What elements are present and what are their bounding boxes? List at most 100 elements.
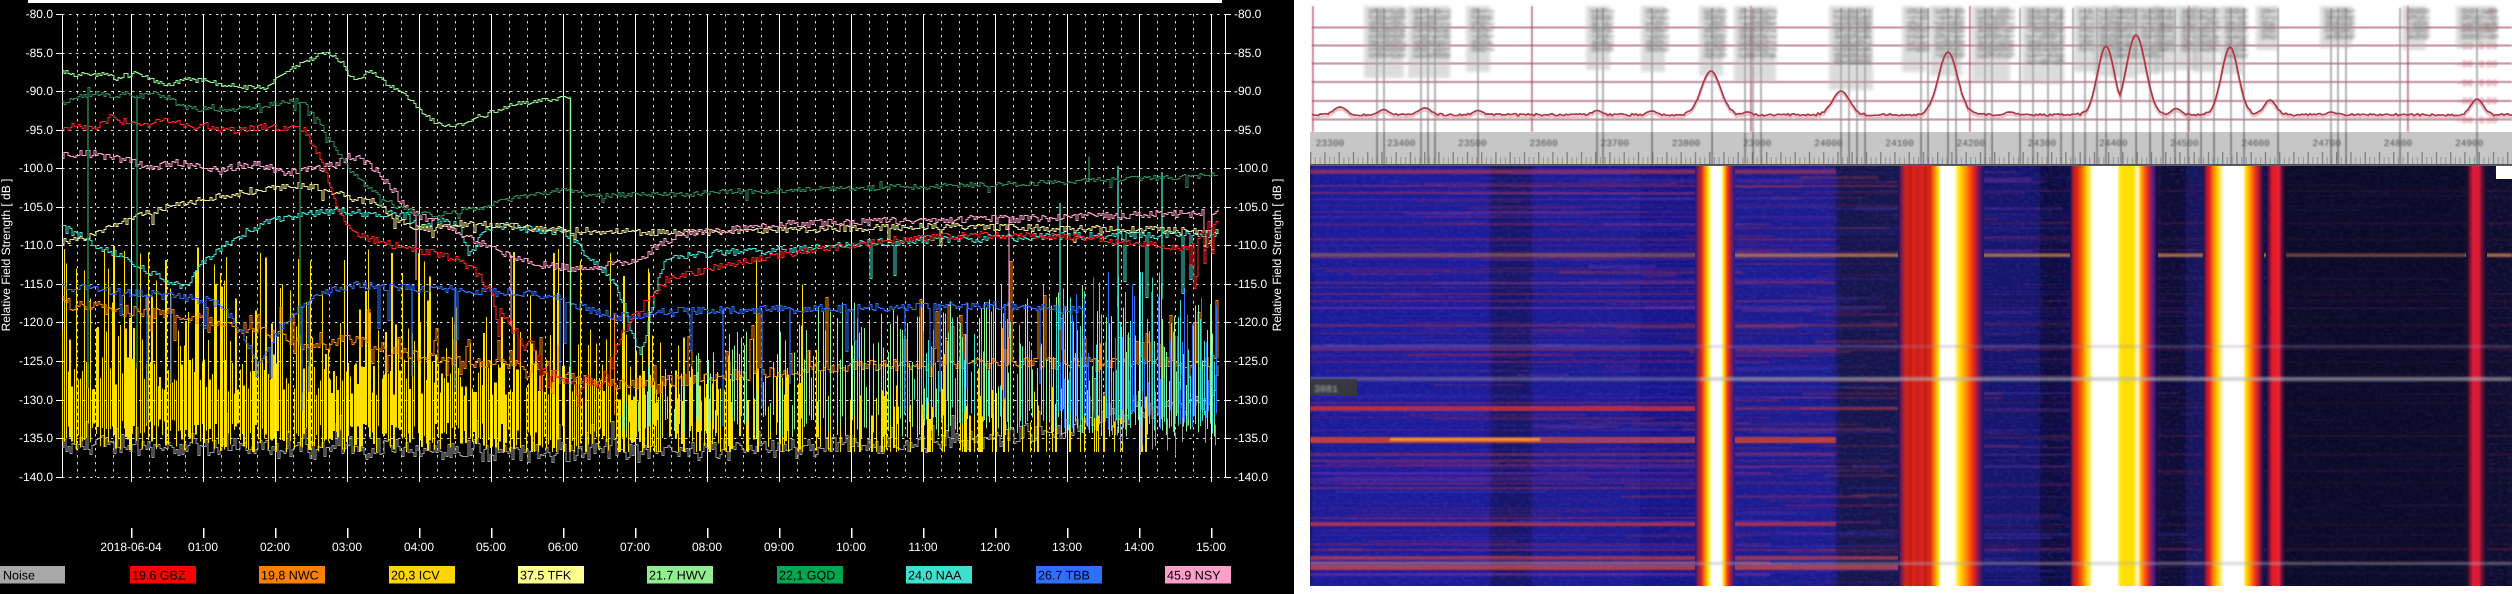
- svg-text:-120.0: -120.0: [1234, 315, 1268, 329]
- svg-text:23600: 23600: [1529, 138, 1558, 149]
- svg-text:-110.0: -110.0: [20, 238, 53, 252]
- svg-text:78657975: 78657975: [1424, 8, 1436, 58]
- svg-text:09310: 09310: [2458, 8, 2470, 40]
- svg-text:92086: 92086: [2411, 8, 2423, 40]
- svg-text:4268465: 4268465: [1650, 8, 1662, 52]
- svg-text:52056: 52056: [2258, 8, 2270, 40]
- svg-text:03:00: 03:00: [332, 540, 362, 554]
- svg-text:08246281: 08246281: [1395, 8, 1407, 58]
- svg-text:82001826: 82001826: [1954, 8, 1966, 58]
- svg-text:92815901: 92815901: [1750, 8, 1762, 58]
- svg-text:30792440: 30792440: [1701, 8, 1713, 58]
- svg-text:82889: 82889: [2418, 8, 2430, 40]
- svg-text:-125.0: -125.0: [1234, 354, 1268, 368]
- svg-text:-115.0: -115.0: [1234, 277, 1267, 291]
- svg-text:4504000: 4504000: [2178, 8, 2190, 52]
- svg-text:01684934: 01684934: [2222, 8, 2234, 58]
- svg-text:04:00: 04:00: [404, 540, 434, 554]
- svg-text:19829: 19829: [2344, 8, 2356, 40]
- svg-text:61760313: 61760313: [1736, 8, 1748, 58]
- svg-text:3881: 3881: [1314, 385, 1338, 396]
- svg-text:-115.0: -115.0: [20, 277, 53, 291]
- svg-text:Relative Field Strength [ dB ]: Relative Field Strength [ dB ]: [1270, 179, 1284, 332]
- svg-text:24,0 NAA: 24,0 NAA: [908, 569, 962, 583]
- svg-text:-85.0: -85.0: [26, 46, 54, 60]
- svg-text:-140.0: -140.0: [19, 470, 53, 484]
- svg-text:-80.0: -80.0: [26, 7, 54, 21]
- svg-text:95486205: 95486205: [1981, 8, 1993, 58]
- svg-text:-120.0: -120.0: [19, 315, 53, 329]
- svg-text:22791805: 22791805: [2003, 8, 2015, 58]
- svg-text:18818: 18818: [2487, 8, 2499, 40]
- svg-text:3735379: 3735379: [1911, 8, 1923, 52]
- svg-text:485253888: 485253888: [1845, 8, 1857, 65]
- svg-text:75749118: 75749118: [1439, 8, 1451, 58]
- svg-text:1240234: 1240234: [2156, 8, 2168, 52]
- svg-text:08:00: 08:00: [692, 540, 722, 554]
- svg-text:13:00: 13:00: [1052, 540, 1082, 554]
- svg-text:14:00: 14:00: [1124, 540, 1154, 554]
- svg-text:2018-06-04: 2018-06-04: [100, 540, 162, 554]
- svg-text:06:00: 06:00: [548, 540, 578, 554]
- svg-text:00: 00: [2486, 59, 2498, 70]
- svg-text:15:00: 15:00: [1196, 540, 1226, 554]
- svg-text:72997528: 72997528: [1946, 8, 1958, 58]
- svg-text:5075291: 5075291: [1595, 8, 1607, 52]
- svg-text:5755131: 5755131: [1904, 8, 1916, 52]
- svg-text:-85.0: -85.0: [1234, 46, 1262, 60]
- svg-text:09:00: 09:00: [764, 540, 794, 554]
- svg-text:-105.0: -105.0: [1234, 200, 1268, 214]
- svg-text:-90.0: -90.0: [26, 84, 54, 98]
- svg-text:94821993: 94821993: [1410, 8, 1422, 58]
- svg-text:93141705: 93141705: [2145, 8, 2157, 58]
- svg-text:38014: 38014: [2322, 8, 2334, 40]
- svg-text:6321223: 6321223: [1657, 8, 1669, 52]
- svg-text:Noise: Noise: [3, 569, 35, 583]
- svg-text:81131144: 81131144: [2114, 8, 2126, 58]
- svg-text:Relative Field Strength [ dB ]: Relative Field Strength [ dB ]: [0, 179, 13, 332]
- svg-text:-00.0: -00.0: [2456, 78, 2485, 89]
- svg-text:261675136: 261675136: [2053, 8, 2065, 65]
- svg-text:37.5 TFK: 37.5 TFK: [520, 569, 572, 583]
- svg-text:-130.0: -130.0: [1234, 393, 1268, 407]
- svg-text:07:00: 07:00: [620, 540, 650, 554]
- svg-text:00: 00: [2486, 41, 2498, 52]
- svg-text:37407: 37407: [2480, 8, 2492, 40]
- svg-text:888718033: 888718033: [2024, 8, 2036, 65]
- svg-text:23400: 23400: [1387, 138, 1416, 149]
- svg-text:60443: 60443: [2336, 8, 2348, 40]
- svg-text:07224704: 07224704: [2229, 8, 2241, 58]
- svg-text:52601815: 52601815: [1366, 8, 1378, 58]
- svg-text:23800: 23800: [1672, 138, 1701, 149]
- svg-text:79868282: 79868282: [1988, 8, 2000, 58]
- svg-text:-80.0: -80.0: [1234, 7, 1262, 21]
- svg-text:26.7 TBB: 26.7 TBB: [1038, 569, 1090, 583]
- svg-text:1895559: 1895559: [1475, 8, 1487, 52]
- svg-text:33043483: 33043483: [1974, 8, 1986, 58]
- svg-text:10:00: 10:00: [836, 540, 866, 554]
- svg-text:-105.0: -105.0: [19, 200, 53, 214]
- svg-text:26859952: 26859952: [1708, 8, 1720, 58]
- svg-text:6252760: 6252760: [1468, 8, 1480, 52]
- svg-text:17483: 17483: [2265, 8, 2277, 40]
- svg-text:61222029: 61222029: [1939, 8, 1951, 58]
- svg-text:24300: 24300: [2028, 138, 2057, 149]
- svg-text:02426462: 02426462: [2121, 8, 2133, 58]
- svg-text:-100.0: -100.0: [19, 161, 53, 175]
- svg-text:-140.0: -140.0: [1234, 470, 1268, 484]
- svg-text:37265167: 37265167: [1932, 8, 1944, 58]
- svg-text:-95.0: -95.0: [1234, 123, 1262, 137]
- svg-text:20,3 ICV: 20,3 ICV: [391, 569, 440, 583]
- svg-text:12690: 12690: [2329, 8, 2341, 40]
- svg-text:05:00: 05:00: [476, 540, 506, 554]
- svg-text:385280841: 385280841: [1838, 8, 1850, 65]
- svg-text:4834782: 4834782: [2163, 8, 2175, 52]
- svg-text:43231948: 43231948: [1432, 8, 1444, 58]
- svg-text:539336338: 539336338: [1853, 8, 1865, 65]
- svg-text:-125.0: -125.0: [19, 354, 53, 368]
- svg-text:45.9 NSY: 45.9 NSY: [1167, 569, 1221, 583]
- svg-text:-110.0: -110.0: [1234, 238, 1267, 252]
- svg-text:23500: 23500: [1458, 138, 1487, 149]
- svg-text:39624595: 39624595: [1758, 8, 1770, 58]
- svg-text:19.6 GBZ: 19.6 GBZ: [132, 569, 186, 583]
